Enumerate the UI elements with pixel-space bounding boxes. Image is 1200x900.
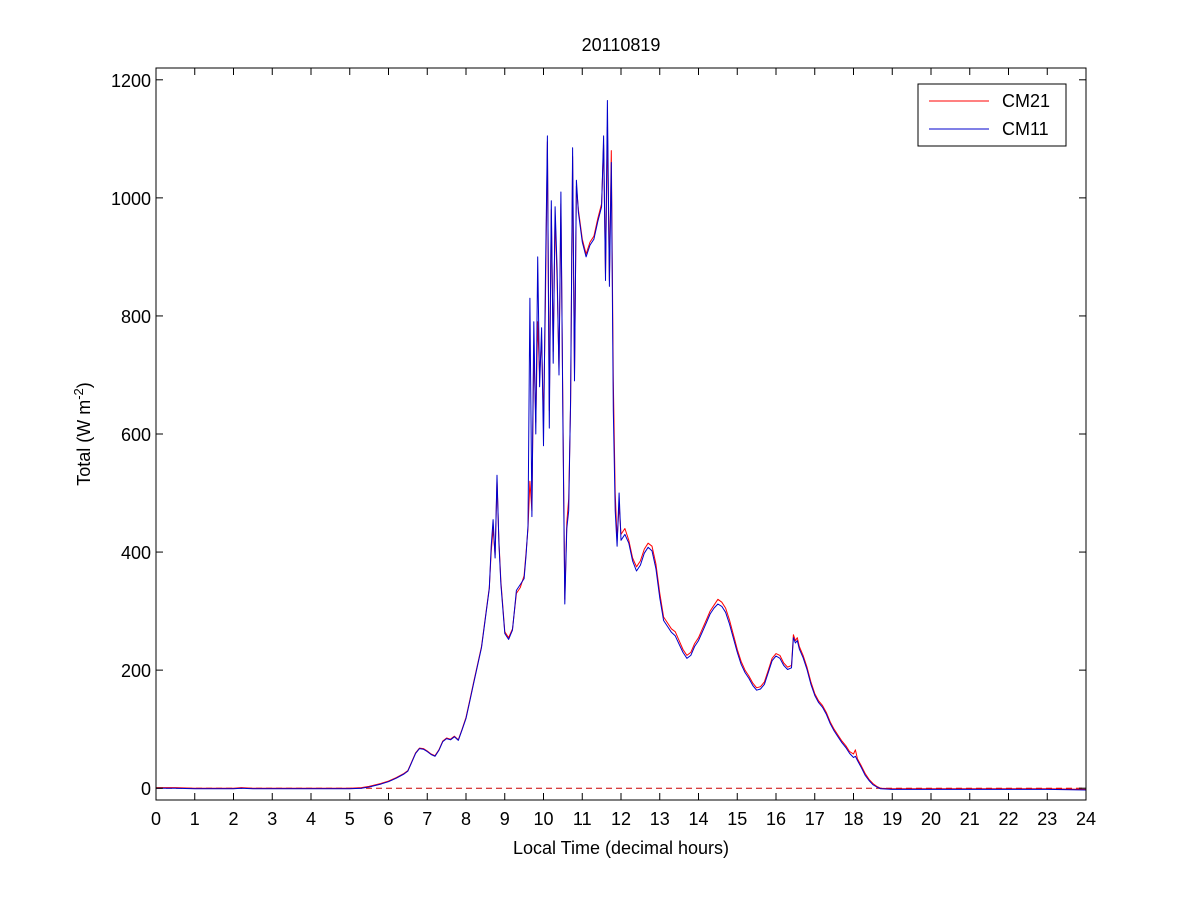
x-tick-label: 22 (998, 809, 1018, 829)
x-tick-label: 8 (461, 809, 471, 829)
x-tick-label: 17 (805, 809, 825, 829)
y-tick-label: 400 (121, 543, 151, 563)
y-tick-label: 600 (121, 425, 151, 445)
y-axis-title-end: ) (74, 382, 94, 388)
chart-title: 20110819 (582, 35, 661, 55)
x-tick-label: 24 (1076, 809, 1096, 829)
x-tick-label: 0 (151, 809, 161, 829)
x-tick-label: 9 (500, 809, 510, 829)
y-axis-title: Total (W m-2) (71, 382, 94, 486)
x-tick-label: 19 (882, 809, 902, 829)
x-tick-label: 2 (228, 809, 238, 829)
x-tick-label: 3 (267, 809, 277, 829)
x-tick-label: 11 (573, 809, 592, 829)
x-tick-label: 7 (422, 809, 432, 829)
legend-label-cm11: CM11 (1002, 119, 1049, 139)
series-line-cm11 (156, 100, 1087, 791)
plot-area (156, 68, 1086, 800)
series-layer (156, 100, 1087, 791)
legend: CM21 CM11 (917, 83, 1067, 147)
y-tick-label: 200 (121, 661, 151, 681)
x-tick-label: 23 (1037, 809, 1057, 829)
y-tick-label: 0 (141, 779, 151, 799)
x-tick-label: 10 (533, 809, 553, 829)
x-tick-label: 14 (688, 809, 708, 829)
x-tick-label: 5 (345, 809, 355, 829)
x-tick-label: 15 (727, 809, 747, 829)
x-tick-label: 12 (611, 809, 631, 829)
x-axis-title: Local Time (decimal hours) (513, 838, 729, 858)
x-tick-label: 4 (306, 809, 316, 829)
y-axis-title-main: Total (W m (74, 400, 94, 486)
x-tick-label: 21 (960, 809, 980, 829)
y-tick-label: 1200 (111, 71, 151, 91)
y-axis-title-superscript: -2 (71, 388, 86, 400)
x-tick-label: 1 (190, 809, 200, 829)
x-tick-label: 6 (383, 809, 393, 829)
x-tick-label: 18 (843, 809, 863, 829)
legend-label-cm21: CM21 (1002, 91, 1050, 111)
y-tick-label: 1000 (111, 189, 151, 209)
x-tick-label: 20 (921, 809, 941, 829)
tick-layer: 0 1 2 3 4 5 6 7 8 9 10 11 12 13 14 15 16 17 18 19 20 21 22 23 24… (111, 68, 1096, 829)
x-tick-label: 13 (650, 809, 670, 829)
legend-box (917, 83, 1067, 147)
x-tick-label: 16 (766, 809, 786, 829)
y-tick-label: 800 (121, 307, 151, 327)
